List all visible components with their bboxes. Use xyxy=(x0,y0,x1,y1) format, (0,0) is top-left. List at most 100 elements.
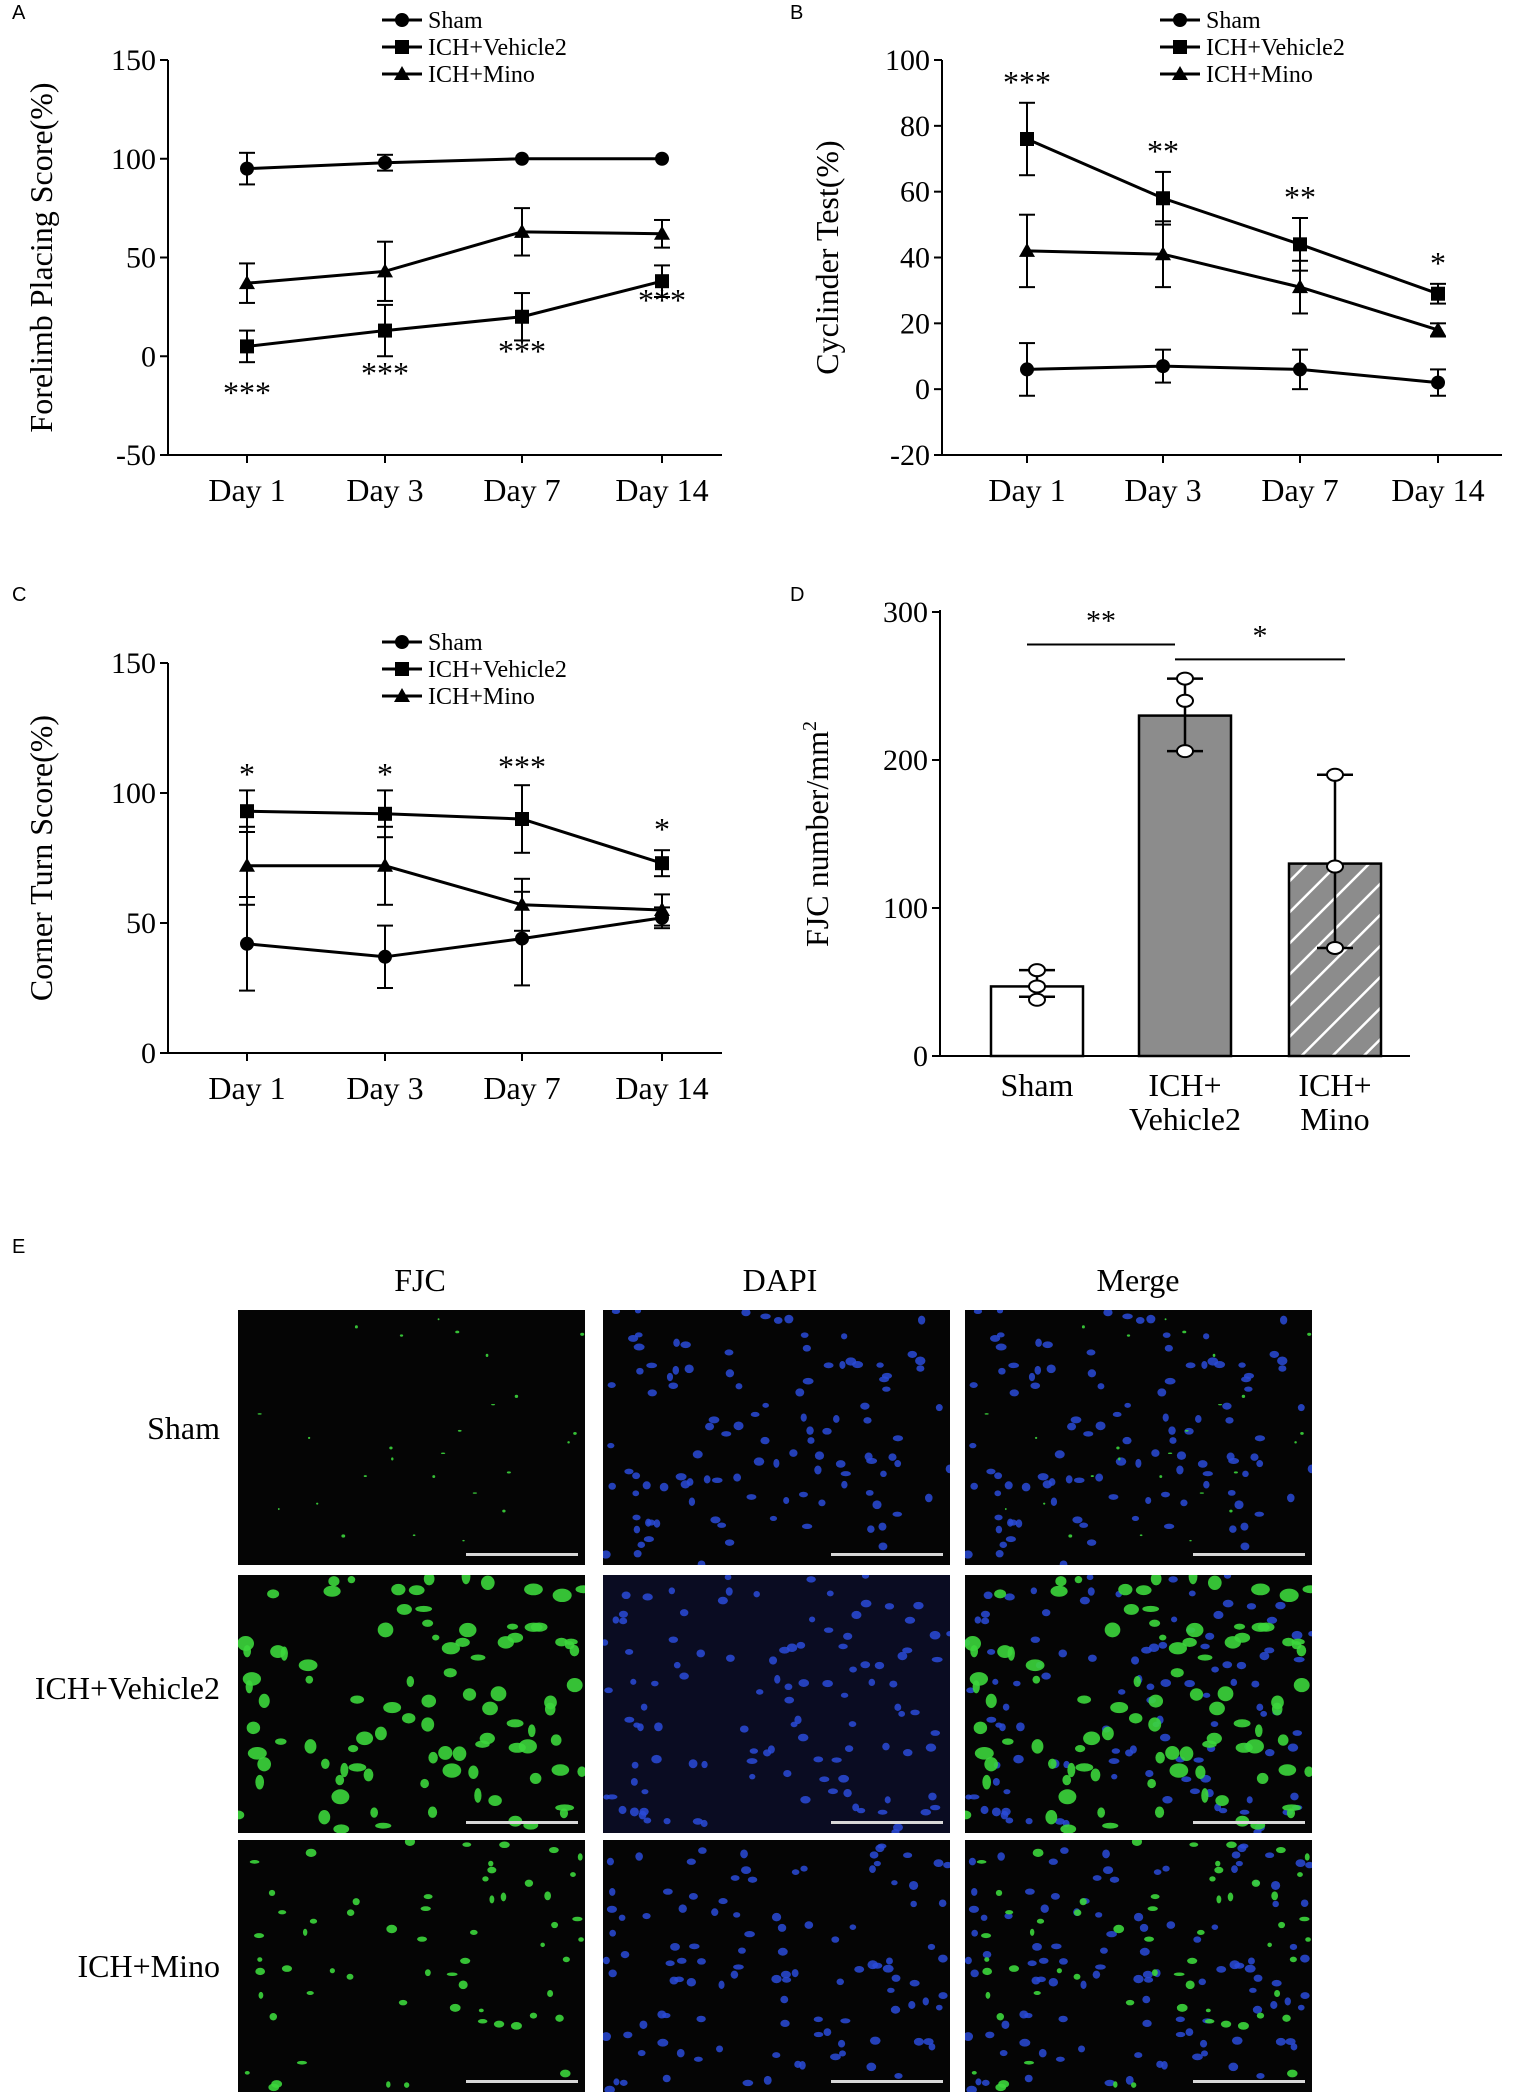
fjc-cell xyxy=(479,1732,495,1745)
fjc-cell xyxy=(1036,1918,1045,1924)
fjc-cell xyxy=(1201,1788,1209,1803)
y-tick-label: 100 xyxy=(111,143,156,176)
nucleus-dot xyxy=(646,1519,656,1526)
nucleus-dot xyxy=(637,2049,646,2057)
nucleus-dot xyxy=(915,1356,926,1366)
nucleus-dot xyxy=(760,1436,770,1445)
nucleus-dot xyxy=(898,1710,906,1717)
nucleus-dot xyxy=(1086,1539,1097,1546)
fjc-cell xyxy=(1256,1772,1269,1784)
chart-cylinder-test: -20 0 20 40 60 80 100 Day 1 Day 3 Day 7 Day 14 Cycl… xyxy=(809,8,1502,508)
fjc-cell xyxy=(398,1999,408,2006)
nucleus-dot xyxy=(1141,1646,1152,1654)
nucleus-dot xyxy=(632,1472,641,1480)
nucleus-dot xyxy=(1202,1471,1213,1477)
nucleus-dot xyxy=(1135,1458,1142,1468)
nucleus-dot xyxy=(606,1857,614,1866)
fjc-cell xyxy=(462,1842,472,1847)
nucleus-dot xyxy=(735,1383,743,1390)
nucleus-dot xyxy=(1242,1470,1249,1478)
nucleus-dot xyxy=(938,1954,948,1963)
nucleus-dot xyxy=(1139,1923,1149,1932)
fjc-cell xyxy=(1207,1575,1222,1590)
fjc-cell xyxy=(421,1694,437,1708)
fjc-cell xyxy=(268,1889,276,1896)
fjc-cell xyxy=(572,1916,583,1922)
nucleus-dot xyxy=(928,2043,936,2051)
fjc-cell xyxy=(551,1764,570,1776)
significance-stars: *** xyxy=(361,355,409,391)
fjc-cell xyxy=(329,1968,335,1974)
fjc-cell xyxy=(1209,1876,1216,1882)
x-tick-label: Mino xyxy=(1300,1101,1369,1137)
nucleus-dot xyxy=(980,1914,988,1921)
fjc-cell xyxy=(1110,1702,1129,1714)
nucleus-dot xyxy=(1142,1995,1151,2004)
nucleus-dot xyxy=(636,1367,644,1375)
data-point xyxy=(1292,279,1308,294)
nucleus-dot xyxy=(666,1372,674,1382)
nucleus-dot xyxy=(965,1550,973,1559)
fjc-cell xyxy=(420,1778,430,1789)
fjc-cell xyxy=(246,1721,261,1735)
nucleus-dot xyxy=(1079,1596,1090,1605)
nucleus-dot xyxy=(717,1522,727,1528)
nucleus-dot xyxy=(973,1310,983,1314)
nucleus-dot xyxy=(733,1473,742,1482)
fjc-cell xyxy=(976,1860,987,1864)
nucleus-dot xyxy=(1087,1587,1095,1596)
nucleus-dot xyxy=(1168,1576,1178,1583)
data-point xyxy=(515,151,529,166)
fjc-cell xyxy=(1215,1860,1221,1867)
fjc-cell xyxy=(432,1475,436,1478)
nucleus-dot xyxy=(641,1789,649,1795)
nucleus-dot xyxy=(1244,1386,1253,1392)
nucleus-dot xyxy=(1222,1402,1232,1410)
nucleus-dot xyxy=(740,1866,752,1875)
y-axis-label: Cyclinder Test(%) xyxy=(809,140,845,374)
nucleus-dot xyxy=(697,1958,706,1965)
nucleus-dot xyxy=(639,2020,648,2029)
nucleus-dot xyxy=(784,1314,794,1324)
significance-stars: *** xyxy=(498,748,546,784)
nucleus-dot xyxy=(1038,1957,1049,1964)
nucleus-dot xyxy=(780,1995,789,2004)
data-point xyxy=(515,812,529,826)
nucleus-dot xyxy=(1106,1930,1117,1938)
nucleus-dot xyxy=(1237,1844,1247,1853)
fjc-cell xyxy=(1189,1688,1204,1701)
fjc-cell xyxy=(1299,1916,1310,1922)
fjc-cell xyxy=(1237,2021,1249,2030)
fjc-cell xyxy=(575,1585,585,1594)
nucleus-dot xyxy=(1164,1344,1173,1352)
legend-marker xyxy=(1173,40,1187,54)
significance-stars: *** xyxy=(223,375,271,411)
panel-letter-a: A xyxy=(12,2,26,24)
nucleus-dot xyxy=(1292,1730,1303,1736)
fjc-cell xyxy=(1113,1924,1125,1934)
nucleus-dot xyxy=(887,1987,895,1993)
nucleus-dot xyxy=(1078,2045,1086,2053)
fjc-cell xyxy=(305,1848,317,1858)
fjc-cell xyxy=(490,1686,507,1702)
nucleus-dot xyxy=(780,1970,791,1979)
fjc-cell xyxy=(1033,1991,1041,1996)
fjc-cell xyxy=(480,1575,495,1590)
nucleus-dot xyxy=(724,1575,732,1581)
fjc-cell xyxy=(974,1746,994,1760)
nucleus-dot xyxy=(1146,1314,1156,1324)
data-point xyxy=(655,274,669,289)
fjc-cell xyxy=(997,1645,1013,1659)
nucleus-dot xyxy=(1156,2060,1164,2068)
nucleus-dot xyxy=(1048,1858,1058,1865)
fjc-cell xyxy=(1123,1603,1139,1615)
series-line xyxy=(246,230,663,285)
x-tick-label: Day 14 xyxy=(615,472,708,508)
nucleus-dot xyxy=(718,1980,725,1989)
nucleus-dot xyxy=(837,2039,846,2048)
nucleus-dot xyxy=(1264,1647,1275,1654)
fjc-cell xyxy=(985,1991,991,1999)
fjc-cell xyxy=(1179,1746,1194,1762)
fjc-cell xyxy=(457,1429,462,1432)
scale-bar xyxy=(466,2080,578,2083)
